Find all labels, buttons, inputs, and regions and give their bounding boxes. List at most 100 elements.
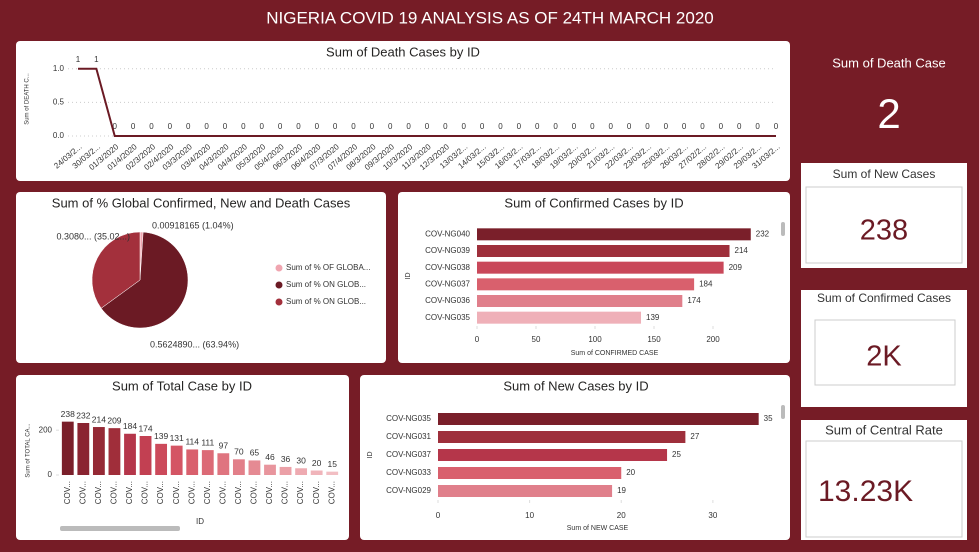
y-tick-label: COV-NG037 [386,450,431,459]
x-axis-label: ID [196,517,204,526]
data-label: 0 [370,122,375,131]
y-tick-label: COV-NG039 [425,246,470,255]
y-tick-label: COV-NG038 [425,263,470,272]
data-label: 0 [572,122,577,131]
data-label: 209 [729,263,743,272]
bar [155,443,168,475]
data-label: 0 [553,122,558,131]
data-label: 0 [462,122,467,131]
scrollbar[interactable] [781,405,785,419]
bar [248,460,261,475]
card-value: 238 [860,215,908,247]
x-tick-label: COV... [234,481,243,504]
data-label: 0 [719,122,724,131]
card-value: 2 [877,90,900,137]
y-tick-label: 0.5 [53,97,65,106]
x-tick-label: COV... [187,481,196,504]
bar [92,427,105,475]
x-tick-label: COV... [250,481,259,504]
bar [295,468,308,475]
data-label: 0 [241,122,246,131]
bar [477,261,724,274]
x-tick-label: COV... [141,481,150,504]
bar [477,245,730,257]
y-axis-label: ID [405,273,412,280]
bar [438,467,622,479]
x-tick-label: COV... [312,481,321,504]
x-tick-label: 0 [475,335,480,344]
scrollbar[interactable] [60,526,180,531]
card-title: Sum of New Cases [833,167,936,181]
line [78,67,776,137]
bar [310,470,323,475]
data-label: 0 [259,122,264,131]
x-tick-label: 150 [647,335,661,344]
data-label: 139 [154,431,168,441]
data-label: 65 [250,448,260,458]
bar [477,228,751,241]
data-label: 1 [76,55,81,64]
bar [201,450,214,475]
data-label: 209 [107,415,121,425]
scrollbar[interactable] [781,222,785,236]
x-tick-label: COV... [296,481,305,504]
data-label: 0 [608,122,613,131]
y-tick-label: COV-NG037 [425,279,470,288]
data-label: 30 [296,456,306,466]
panel [16,41,790,181]
data-label: 15 [327,459,337,469]
data-label: 0 [590,122,595,131]
bar [217,453,230,475]
data-label: 25 [672,450,681,459]
y-tick-label: COV-NG029 [386,486,431,495]
data-label: 131 [170,433,184,443]
bar [477,311,642,324]
data-label: 36 [281,454,291,464]
y-tick-label: COV-NG036 [425,296,470,305]
data-label: 238 [61,409,75,419]
data-label: 0 [425,122,430,131]
bar [108,428,121,475]
bar [61,421,74,475]
data-label: 111 [201,437,214,447]
y-tick-label: COV-NG035 [425,313,470,322]
x-axis-label: Sum of NEW CASE [567,525,629,532]
y-axis-label: Sum of DEATH C... [25,73,31,125]
data-label: 174 [138,423,152,433]
pie-slice [91,231,141,309]
data-label: 0 [296,122,301,131]
data-label: 0 [278,122,283,131]
data-label: 0 [737,122,742,131]
data-label: 46 [265,452,275,462]
data-label: 0 [664,122,669,131]
data-label: 0.00918165 (1.04%) [152,220,234,230]
data-label: 0 [149,122,154,131]
x-tick-label: COV... [63,481,72,504]
data-label: 0 [480,122,485,131]
data-label: 232 [76,410,90,420]
y-tick-label: 200 [39,425,53,434]
x-tick-label: COV... [125,481,134,504]
bar [477,278,695,291]
card-value: 2K [866,341,902,373]
x-tick-label: COV... [110,481,119,504]
data-label: 0 [223,122,228,131]
x-tick-label: COV... [327,481,336,504]
data-label: 70 [234,447,244,457]
y-tick-label: COV-NG031 [386,432,431,441]
legend-marker [275,281,283,289]
data-label: 114 [185,437,199,447]
data-label: 0 [186,122,191,131]
chart-title: Sum of Total Case by ID [112,378,252,393]
card-box [805,440,963,538]
data-label: 0 [645,122,650,131]
legend-label: Sum of % ON GLOB... [286,297,366,306]
x-tick-label: 30 [708,511,717,520]
data-label: 232 [756,229,770,238]
data-label: 0 [682,122,687,131]
x-tick-label: 0 [436,511,441,520]
x-tick-label: COV... [156,481,165,504]
bar [438,413,759,425]
chart-title: Sum of % Global Confirmed, New and Death… [52,195,351,210]
y-axis-label: ID [367,452,374,459]
